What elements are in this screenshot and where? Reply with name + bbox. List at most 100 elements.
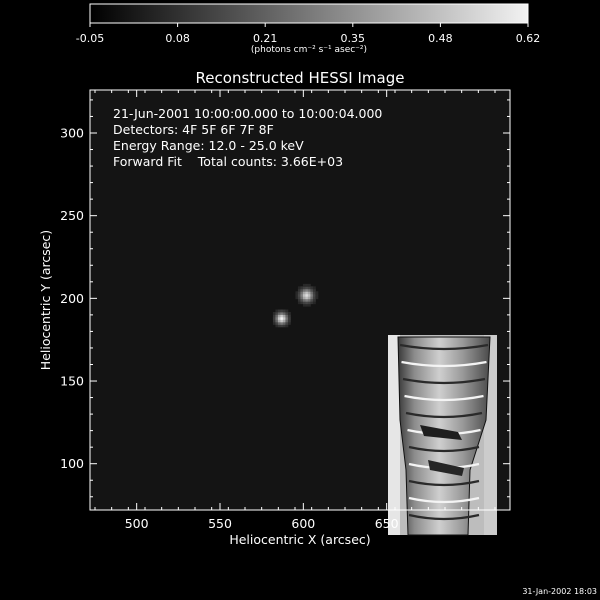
source-pixel (305, 301, 309, 305)
colorbar: -0.05 0.08 0.21 0.35 0.48 0.62 (photons cm⁻² … (76, 3, 540, 55)
colorbar-tick-label: 0.08 (165, 32, 190, 45)
axis-ticks: 500 550 600 650 100 150 200 250 300 (60, 90, 510, 531)
footer-timestamp: 31-Jan-2002 18:03 (522, 587, 597, 596)
source-pixel (295, 291, 299, 295)
y-tick-label: 200 (60, 291, 84, 306)
source-pixel (297, 298, 301, 302)
source-pixel (297, 301, 301, 305)
source-pixel (275, 316, 279, 320)
plot-frame (89, 89, 511, 511)
inset-ring (401, 360, 487, 368)
source-layer (272, 283, 319, 328)
source-pixel (282, 321, 286, 325)
inset-image (388, 335, 497, 536)
x-tick-label: 650 (375, 516, 399, 531)
source-pixel (302, 283, 306, 287)
source-pixel (287, 319, 291, 323)
source-pixel (302, 291, 306, 295)
source-pixel (310, 296, 314, 300)
source-pixel (280, 314, 284, 318)
source-pixel (287, 311, 291, 315)
source-pixel (272, 319, 276, 323)
plot-area: 500 550 600 650 100 150 200 250 300 (60, 89, 511, 536)
source-pixel (280, 324, 284, 328)
x-axis-label: Heliocentric X (arcsec) (229, 532, 370, 547)
source-pixel (305, 288, 309, 292)
source-pixel (295, 296, 299, 300)
source-pixel (280, 311, 284, 315)
source-pixel (277, 311, 281, 315)
colorbar-tick-label: 0.35 (341, 32, 366, 45)
source-pixel (302, 293, 306, 297)
x-tick-label: 500 (125, 516, 149, 531)
source-pixel (305, 303, 309, 307)
annotation-method-counts: Forward Fit Total counts: 3.66E+03 (113, 154, 343, 169)
source-pixel (300, 298, 304, 302)
annotation-detectors: Detectors: 4F 5F 6F 7F 8F (113, 122, 274, 137)
source-pixel (312, 288, 316, 292)
source-pixel (277, 324, 281, 328)
source-pixel (302, 298, 306, 302)
source-pixel (307, 291, 311, 295)
source-pixel (280, 319, 284, 323)
colorbar-unit-label: (photons cm⁻² s⁻¹ asec⁻²) (251, 45, 367, 55)
source-blob (295, 283, 319, 307)
colorbar-tick-label: -0.05 (76, 32, 104, 45)
source-pixel (312, 293, 316, 297)
inset-ring (404, 394, 484, 402)
source-pixel (275, 309, 279, 313)
inset-ring (408, 445, 480, 453)
source-pixel (297, 293, 301, 297)
source-pixel (287, 314, 291, 318)
source-pixel (312, 298, 316, 302)
source-pixel (305, 291, 309, 295)
colorbar-gradient (89, 3, 529, 24)
source-pixel (297, 291, 301, 295)
inset-ring (402, 377, 486, 385)
source-pixel (315, 296, 319, 300)
source-pixel (307, 303, 311, 307)
y-tick-label: 300 (60, 125, 84, 140)
source-pixel (285, 314, 289, 318)
source-pixel (287, 321, 291, 325)
source-pixel (300, 288, 304, 292)
source-pixel (315, 293, 319, 297)
source-pixel (300, 301, 304, 305)
source-pixel (280, 316, 284, 320)
y-tick-label: 150 (60, 374, 84, 389)
source-pixel (297, 286, 301, 290)
source-pixel (302, 303, 306, 307)
source-pixel (275, 321, 279, 325)
source-pixel (307, 286, 311, 290)
source-pixel (285, 319, 289, 323)
source-pixel (312, 296, 316, 300)
annotation-time-range: 21-Jun-2001 10:00:00.000 to 10:00:04.000 (113, 106, 382, 121)
x-tick-label: 600 (291, 516, 315, 531)
source-pixel (295, 293, 299, 297)
source-pixel (272, 314, 276, 318)
source-pixel (300, 286, 304, 290)
source-blob (272, 309, 291, 328)
source-pixel (297, 288, 301, 292)
source-pixel (275, 311, 279, 315)
inset-dark-crack (420, 425, 462, 440)
source-pixel (307, 298, 311, 302)
source-pixel (310, 288, 314, 292)
source-pixel (305, 298, 309, 302)
source-pixel (305, 286, 309, 290)
source-pixel (275, 314, 279, 318)
source-pixel (287, 316, 291, 320)
source-pixel (285, 321, 289, 325)
y-tick-label: 100 (60, 456, 84, 471)
source-pixel (282, 311, 286, 315)
colorbar-tick-label: 0.21 (253, 32, 278, 45)
source-pixel (282, 314, 286, 318)
source-pixel (280, 309, 284, 313)
source-pixel (302, 296, 306, 300)
source-pixel (302, 288, 306, 292)
source-pixel (310, 291, 314, 295)
inset-dark-crack (428, 460, 464, 476)
chart-title: Reconstructed HESSI Image (196, 69, 405, 87)
source-pixel (310, 301, 314, 305)
